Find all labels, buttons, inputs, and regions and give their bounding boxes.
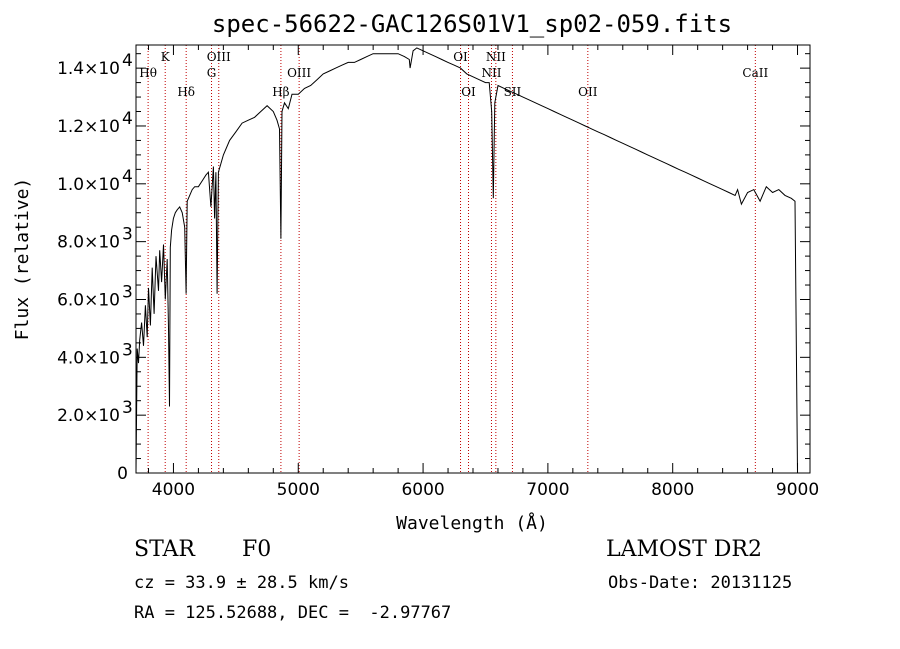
x-tick-label: 4000: [152, 480, 195, 500]
y-tick-label: 8.0×10: [57, 233, 120, 253]
line-marker-label: G: [207, 66, 217, 80]
redshift-label: cz = 33.9 ± 28.5 km/s: [134, 573, 349, 593]
x-axis-label: Wavelength (Å): [396, 512, 548, 534]
y-tick-label: 1.2×10: [57, 117, 120, 137]
y-tick-label: 4.0×10: [57, 348, 120, 368]
x-tick-label: 7000: [526, 480, 569, 500]
line-marker-label: OI: [461, 85, 476, 99]
line-marker-label: OIII: [207, 50, 231, 64]
y-tick-exponent: 3: [122, 398, 133, 418]
line-marker-label: K: [161, 50, 171, 64]
y-tick-label: 0: [117, 464, 128, 484]
x-tick-label: 9000: [776, 480, 819, 500]
line-marker-label: NII: [486, 50, 506, 64]
obs-date-label: Obs-Date: 20131125: [608, 573, 793, 593]
x-tick-label: 8000: [651, 480, 694, 500]
line-marker-label: Hθ: [139, 66, 157, 80]
chart-title: spec-56622-GAC126S01V1_sp02-059.fits: [212, 10, 732, 38]
x-tick-label: 5000: [277, 480, 320, 500]
y-tick-exponent: 3: [122, 282, 133, 302]
x-tick-label: 6000: [401, 480, 444, 500]
object-subclass: F0: [242, 537, 272, 562]
y-tick-exponent: 3: [122, 225, 133, 245]
plot-frame: [135, 44, 811, 474]
line-marker-label: OII: [578, 85, 598, 99]
line-marker-label: OI: [453, 50, 468, 64]
y-tick-label: 2.0×10: [57, 406, 120, 426]
y-tick-exponent: 4: [122, 167, 133, 187]
line-marker-label: CaII: [742, 66, 768, 80]
y-tick-label: 1.4×10: [57, 59, 120, 79]
y-tick-exponent: 3: [122, 340, 133, 360]
spectrum-line: [135, 47, 798, 474]
coordinates-label: RA = 125.52688, DEC = -2.97767: [134, 603, 452, 623]
object-class: STAR: [134, 537, 195, 562]
line-marker-label: NII: [481, 66, 501, 80]
y-tick-exponent: 4: [122, 51, 133, 71]
line-marker-label: Hδ: [177, 85, 195, 99]
survey-label: LAMOST DR2: [606, 537, 762, 562]
line-marker-label: OIII: [287, 66, 311, 80]
y-tick-label: 1.0×10: [57, 175, 120, 195]
y-tick-label: 6.0×10: [57, 290, 120, 310]
y-axis-label: Flux (relative): [12, 178, 33, 341]
y-tick-exponent: 4: [122, 109, 133, 129]
line-marker-label: Hβ: [272, 85, 289, 99]
